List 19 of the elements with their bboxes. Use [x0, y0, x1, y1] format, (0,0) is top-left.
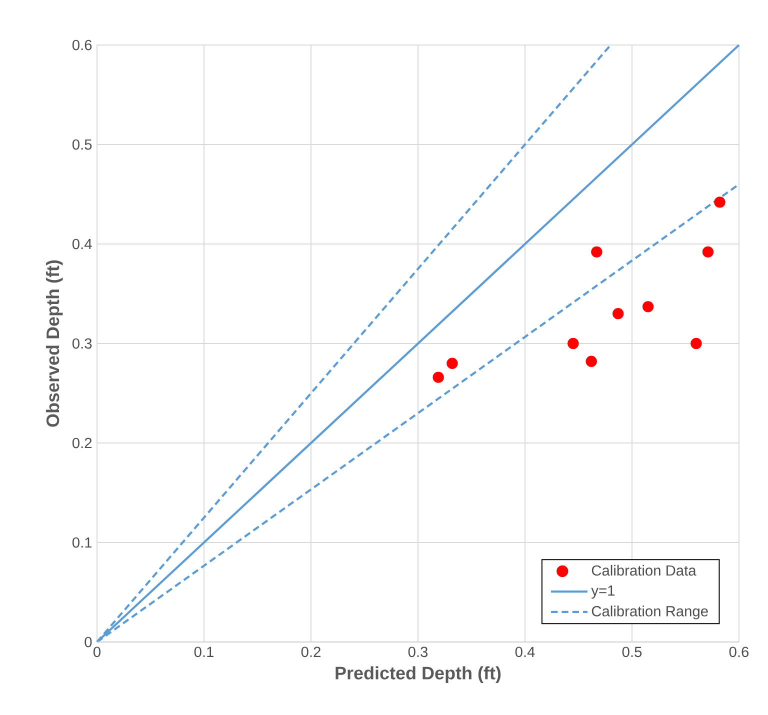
- y-tick-label: 0.6: [72, 40, 92, 50]
- y-tick-label: 0.5: [72, 139, 92, 150]
- legend-label: Calibration Range: [592, 606, 708, 620]
- x-tick-label: 0.4: [515, 646, 535, 658]
- x-tick-label: 0.6: [729, 646, 749, 658]
- x-tick-label: 0.3: [408, 646, 428, 658]
- y-axis-title: Observed Depth (ft): [46, 260, 63, 427]
- y-tick-label: 0.2: [72, 438, 92, 448]
- x-tick-label: 0.1: [194, 646, 214, 658]
- y-tick-label: 0.3: [72, 338, 92, 349]
- legend-label: y=1: [591, 586, 615, 599]
- x-tick-label: 0.5: [622, 646, 642, 658]
- y-tick-label: 0.4: [72, 238, 92, 250]
- x-tick-label: 0: [93, 646, 100, 658]
- legend-label: Calibration Data: [592, 564, 696, 576]
- x-axis-title: Predicted Depth (ft): [336, 666, 501, 684]
- y-tick-label: 0.1: [72, 537, 92, 548]
- x-tick-label: 0.2: [301, 646, 320, 658]
- y-tick-label: 0: [84, 636, 92, 648]
